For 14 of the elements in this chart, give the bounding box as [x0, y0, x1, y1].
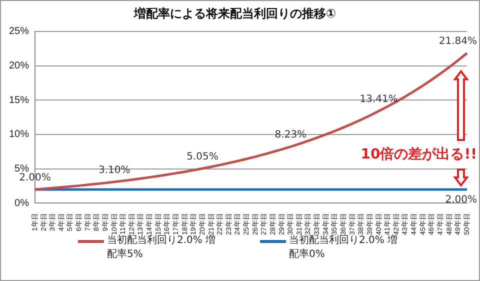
y-tick-label: 20% [9, 60, 30, 72]
y-tick-label: 0% [14, 198, 30, 209]
annotation: 10倍の差が出る!! [360, 146, 477, 163]
data-label: 21.84% [438, 36, 478, 48]
y-tick-label: 25% [9, 26, 30, 38]
y-tick-label: 15% [9, 94, 30, 106]
data-label: 3.10% [98, 164, 130, 176]
data-label: 5.05% [186, 152, 218, 163]
data-label: 13.41% [360, 94, 398, 106]
y-tick-label: 10% [9, 129, 30, 140]
data-label: 8.23% [274, 130, 307, 141]
legend-label: 当初配当利回り2.0% 増配率0% [289, 234, 398, 261]
legend-label: 当初配当利回り2.0% 増配率5% [107, 235, 216, 260]
chart-title: 増配率による将来配当利回りの推移① [132, 6, 336, 20]
